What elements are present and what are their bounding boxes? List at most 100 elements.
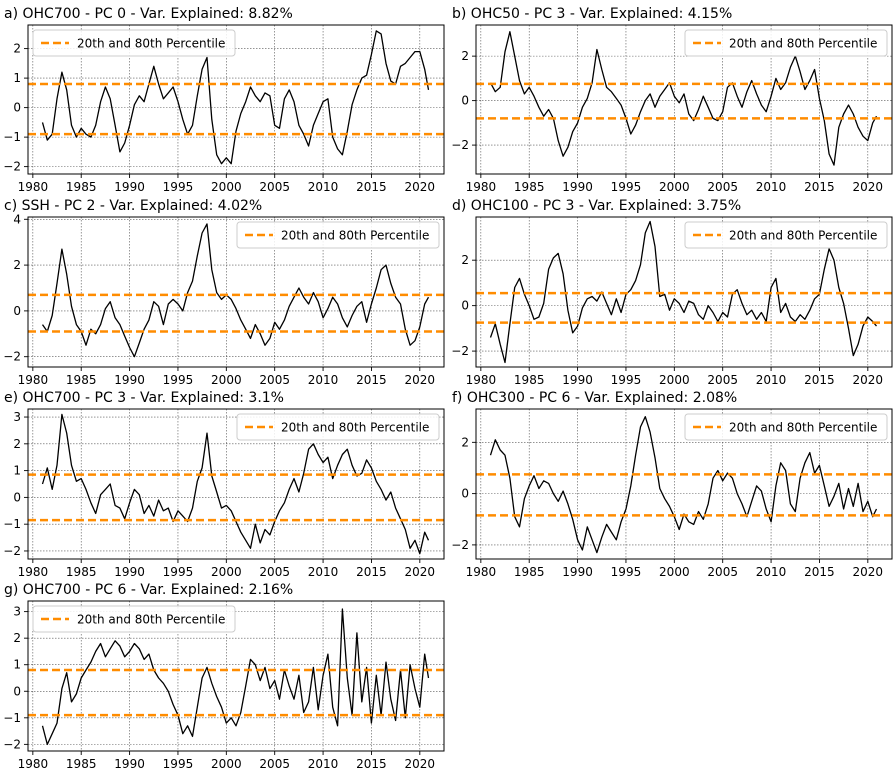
y-tick-label: −2 (451, 344, 469, 358)
y-tick-label: 1 (13, 71, 21, 85)
pc-series-line (489, 416, 878, 554)
x-tick-label: 1990 (562, 180, 593, 194)
x-tick-label: 2020 (405, 373, 436, 387)
pc-series-line (41, 608, 430, 746)
chart-title: c) SSH - PC 2 - Var. Explained: 4.02% (4, 198, 262, 214)
plot-frame (27, 600, 445, 752)
legend-label: 20th and 80th Percentile (77, 37, 225, 51)
x-tick-label: 2015 (804, 180, 835, 194)
x-tick-label: 2015 (356, 757, 387, 771)
x-tick-label: 1980 (466, 180, 497, 194)
legend-label: 20th and 80th Percentile (729, 229, 877, 243)
x-tick-label: 2020 (853, 373, 884, 387)
y-tick-label: 2 (13, 631, 21, 645)
x-tick-label: 2015 (356, 373, 387, 387)
legend-label: 20th and 80th Percentile (77, 613, 225, 627)
y-tick-label: 2 (13, 437, 21, 451)
x-tick-label: 1995 (163, 565, 194, 579)
legend: 20th and 80th Percentile (684, 29, 888, 57)
chart-title: g) OHC700 - PC 6 - Var. Explained: 2.16% (4, 582, 293, 598)
y-tick-label: −1 (3, 130, 21, 144)
x-tick-label: 2020 (853, 180, 884, 194)
x-tick-label: 2010 (308, 373, 339, 387)
chart-title: b) OHC50 - PC 3 - Var. Explained: 4.15% (452, 6, 732, 22)
x-tick-label: 1995 (163, 757, 194, 771)
x-tick-label: 1980 (18, 757, 49, 771)
plot-frame (475, 216, 893, 368)
x-tick-label: 2010 (308, 565, 339, 579)
chart-title: a) OHC700 - PC 0 - Var. Explained: 8.82% (4, 6, 293, 22)
x-tick-label: 1990 (562, 373, 593, 387)
chart-panel-e: e) OHC700 - PC 3 - Var. Explained: 3.1% 1… (3, 390, 445, 579)
x-tick-label: 2010 (756, 565, 787, 579)
x-tick-label: 1980 (18, 565, 49, 579)
legend-label: 20th and 80th Percentile (281, 229, 429, 243)
plot-frame (27, 216, 445, 368)
y-tick-label: 0 (461, 487, 469, 501)
y-tick-label: −1 (3, 711, 21, 725)
x-tick-label: 1985 (514, 373, 545, 387)
x-tick-label: 2015 (356, 565, 387, 579)
y-tick-label: 2 (13, 258, 21, 272)
x-tick-label: 1985 (66, 565, 97, 579)
chart-panel-f: f) OHC300 - PC 6 - Var. Explained: 2.08%… (451, 390, 893, 579)
x-tick-label: 2000 (659, 565, 690, 579)
x-tick-label: 2000 (659, 180, 690, 194)
pc-series-line (489, 31, 878, 166)
y-tick-label: 3 (13, 605, 21, 619)
y-tick-label: −2 (451, 138, 469, 152)
x-tick-label: 1980 (466, 565, 497, 579)
x-tick-label: 2010 (756, 180, 787, 194)
plot-frame (27, 24, 445, 175)
y-tick-label: 3 (13, 410, 21, 424)
chart-panel-c: c) SSH - PC 2 - Var. Explained: 4.02% 198… (3, 198, 445, 387)
x-tick-label: 2000 (659, 373, 690, 387)
x-tick-label: 2000 (211, 180, 242, 194)
plot-frame (27, 408, 445, 560)
x-tick-label: 1985 (514, 180, 545, 194)
x-tick-label: 2020 (405, 757, 436, 771)
x-tick-label: 2005 (707, 373, 738, 387)
chart-title: f) OHC300 - PC 6 - Var. Explained: 2.08% (452, 390, 737, 406)
y-tick-label: 0 (13, 684, 21, 698)
x-tick-label: 2005 (707, 180, 738, 194)
legend: 20th and 80th Percentile (32, 605, 236, 633)
x-tick-label: 2005 (259, 757, 290, 771)
legend-box (236, 413, 440, 441)
plot-frame (475, 408, 893, 560)
chart-panel-a: a) OHC700 - PC 0 - Var. Explained: 8.82%… (3, 6, 445, 194)
y-tick-label: −2 (3, 350, 21, 364)
x-tick-label: 2020 (405, 565, 436, 579)
x-tick-label: 2005 (259, 565, 290, 579)
y-tick-label: 4 (13, 212, 21, 226)
x-tick-label: 1985 (66, 757, 97, 771)
y-tick-label: 0 (461, 94, 469, 108)
x-tick-label: 2005 (259, 373, 290, 387)
legend-label: 20th and 80th Percentile (281, 421, 429, 435)
x-tick-label: 2000 (211, 757, 242, 771)
x-tick-label: 1995 (611, 180, 642, 194)
x-tick-label: 2010 (308, 180, 339, 194)
x-tick-label: 1980 (466, 373, 497, 387)
y-tick-label: 0 (13, 101, 21, 115)
pc-series-line (41, 30, 430, 165)
pc-series-line (41, 413, 430, 555)
legend: 20th and 80th Percentile (684, 221, 888, 249)
legend-box (684, 29, 888, 57)
y-tick-label: 2 (13, 42, 21, 56)
x-tick-label: 1985 (66, 373, 97, 387)
y-tick-label: 0 (461, 299, 469, 313)
legend: 20th and 80th Percentile (236, 221, 440, 249)
x-tick-label: 2020 (853, 565, 884, 579)
y-tick-label: −2 (451, 538, 469, 552)
chart-panel-g: g) OHC700 - PC 6 - Var. Explained: 2.16%… (3, 582, 445, 771)
y-tick-label: 2 (461, 49, 469, 63)
y-tick-label: 2 (461, 435, 469, 449)
y-tick-label: −2 (3, 544, 21, 558)
x-tick-label: 1990 (114, 565, 145, 579)
x-tick-label: 2000 (211, 373, 242, 387)
pc-series-line (489, 220, 878, 364)
x-tick-label: 2005 (259, 180, 290, 194)
y-tick-label: −2 (3, 737, 21, 751)
